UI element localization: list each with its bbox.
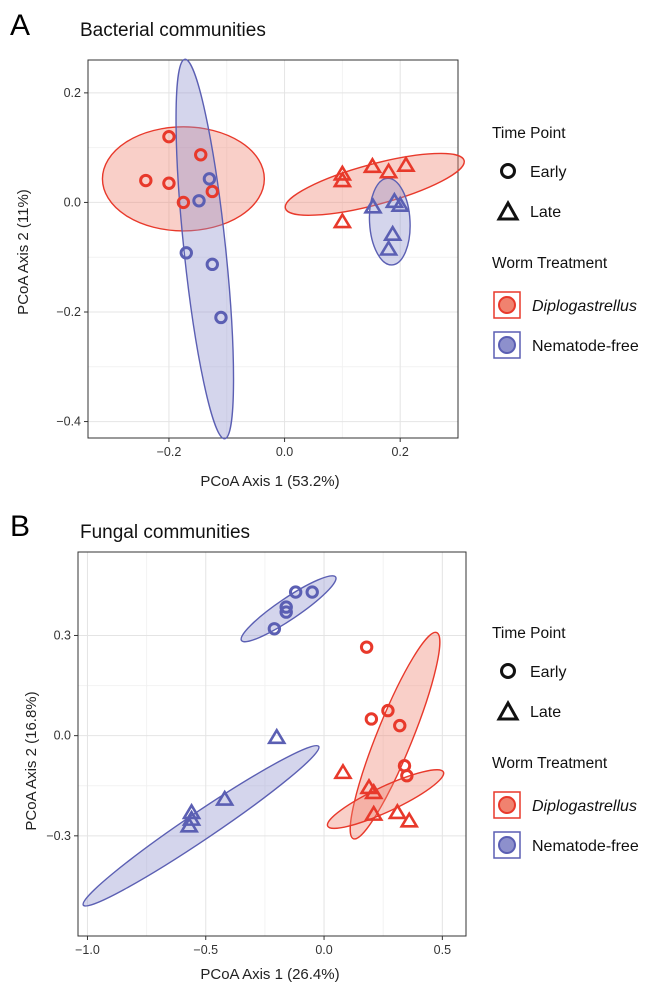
y-tick-label: −0.3 xyxy=(46,829,71,843)
legend-nemfree-label: Nematode-free xyxy=(532,338,639,355)
chart-a-ylabel: PCoA Axis 2 (11%) xyxy=(15,189,32,315)
point-late-nematode_free xyxy=(181,802,202,820)
x-tick-label: 0.0 xyxy=(276,445,293,459)
legend-diplo-circle-icon xyxy=(498,296,516,314)
point-early-diplogastrellus xyxy=(176,195,191,210)
plot-border xyxy=(87,59,459,439)
y-tick-label: 0.0 xyxy=(54,729,71,743)
legend-early-circle-icon xyxy=(500,663,516,679)
point-late-diplogastrellus xyxy=(332,164,353,181)
x-tick-label: −0.2 xyxy=(157,445,182,459)
legend-time-title: Time Point xyxy=(492,625,566,642)
y-tick-label: −0.4 xyxy=(56,415,81,429)
point-early-diplogastrellus xyxy=(381,703,395,718)
chart-a-svg: A Bacterial communities −0.2 0.0 0.2−0.4−0… xyxy=(10,9,639,490)
legend-early-label: Early xyxy=(530,664,566,681)
legend-b: Time Point Early Late Worm Treatment Dip… xyxy=(492,625,639,859)
point-early-diplogastrellus xyxy=(162,176,176,190)
x-tick-label: −0.5 xyxy=(193,943,218,957)
point-early-diplogastrellus xyxy=(139,173,153,188)
point-early-diplogastrellus xyxy=(162,129,176,144)
ellipse-diplogastrellus xyxy=(326,769,445,830)
legend-diplo-label: Diplogastrellus xyxy=(532,798,637,815)
point-late-nematode_free xyxy=(363,197,383,214)
legend-late-label: Late xyxy=(530,204,561,221)
panel-b: B Fungal communities −1.0 −0.5 0.0 0.5 −0.3 0… xyxy=(0,494,665,988)
y-tick-label: 0.2 xyxy=(64,86,81,100)
point-late-diplogastrellus xyxy=(362,156,383,174)
ellipse-nematode_free xyxy=(175,58,235,440)
legend-treatment-title: Worm Treatment xyxy=(492,755,608,772)
point-late-nematode_free xyxy=(378,239,399,256)
point-late-diplogastrellus xyxy=(363,804,384,821)
point-early-nematode_free xyxy=(214,310,228,325)
point-late-nematode_free xyxy=(382,224,403,242)
point-early-nematode_free xyxy=(279,600,293,614)
ellipse-diplogastrellus xyxy=(101,126,266,232)
legend-diplo-circle-icon xyxy=(498,796,516,814)
x-tick-label: 0.0 xyxy=(315,943,332,957)
legend-nemfree-circle-icon xyxy=(498,836,516,854)
chart-a-xlabel: PCoA Axis 1 (53.2%) xyxy=(200,473,339,490)
point-late-diplogastrellus xyxy=(332,170,353,188)
point-early-nematode_free xyxy=(205,257,219,272)
point-early-nematode_free xyxy=(267,622,282,636)
point-early-nematode_free xyxy=(279,605,293,619)
chart-a-title: Bacterial communities xyxy=(80,20,266,41)
point-late-nematode_free xyxy=(214,789,235,806)
chart-b-svg: B Fungal communities −1.0 −0.5 0.0 0.5 −0.3 0… xyxy=(10,510,639,983)
legend-nemfree-circle-icon xyxy=(498,336,516,354)
point-late-diplogastrellus xyxy=(399,811,420,828)
legend-late-triangle-icon xyxy=(496,199,520,221)
chart-b-ylabel: PCoA Axis 2 (16.8%) xyxy=(23,691,40,830)
legend-early-label: Early xyxy=(530,164,566,181)
point-early-nematode_free xyxy=(202,172,217,186)
chart-b-title: Fungal communities xyxy=(80,522,250,543)
point-early-diplogastrellus xyxy=(205,184,219,199)
point-early-diplogastrellus xyxy=(359,640,374,654)
legend-nemfree-label: Nematode-free xyxy=(532,838,639,855)
point-early-nematode_free xyxy=(179,246,193,260)
panel-letter-a: A xyxy=(10,9,30,42)
point-early-nematode_free xyxy=(192,194,206,208)
point-early-diplogastrellus xyxy=(194,148,208,162)
x-tick-label: 0.5 xyxy=(434,943,451,957)
point-late-diplogastrellus xyxy=(387,802,408,820)
legend-time-title: Time Point xyxy=(492,125,566,142)
plot-border xyxy=(77,551,467,937)
legend-early-circle-icon xyxy=(500,163,516,179)
chart-b-xlabel: PCoA Axis 1 (26.4%) xyxy=(200,966,339,983)
panel-letter-b: B xyxy=(10,510,30,543)
legend-late-triangle-icon xyxy=(496,699,520,721)
point-late-nematode_free xyxy=(390,195,410,212)
point-late-diplogastrellus xyxy=(333,762,353,780)
point-late-nematode_free xyxy=(181,809,202,826)
point-late-diplogastrellus xyxy=(332,212,353,229)
point-late-diplogastrellus xyxy=(396,155,416,172)
legend-late-label: Late xyxy=(530,704,561,721)
legend-diplo-label: Diplogastrellus xyxy=(532,298,637,315)
point-early-nematode_free xyxy=(288,585,303,599)
point-late-nematode_free xyxy=(266,727,287,745)
point-early-nematode_free xyxy=(305,585,319,599)
y-tick-label: 0.0 xyxy=(64,195,81,209)
point-late-diplogastrellus xyxy=(378,162,399,179)
x-tick-label: 0.2 xyxy=(391,445,408,459)
y-tick-label: −0.2 xyxy=(56,305,81,319)
legend-a: Time Point Early Late Worm Treatment Dip… xyxy=(492,125,639,359)
x-tick-label: −1.0 xyxy=(75,943,100,957)
plot-area-a: −0.2 0.0 0.2 −0.4 −0.2 0.0 0.2 xyxy=(56,58,465,459)
y-tick-label: 0.3 xyxy=(54,628,71,642)
point-late-diplogastrellus xyxy=(363,782,384,800)
legend-treatment-title: Worm Treatment xyxy=(492,255,608,272)
point-early-diplogastrellus xyxy=(400,769,414,783)
point-early-diplogastrellus xyxy=(393,718,407,733)
panel-a: A Bacterial communities −0.2 0.0 0.2 −0.4 −0… xyxy=(0,0,665,494)
plot-background xyxy=(88,60,458,438)
point-early-diplogastrellus xyxy=(364,712,379,726)
plot-area-b: −1.0 −0.5 0.0 0.5 −0.3 0.0 0.3 xyxy=(46,551,467,957)
